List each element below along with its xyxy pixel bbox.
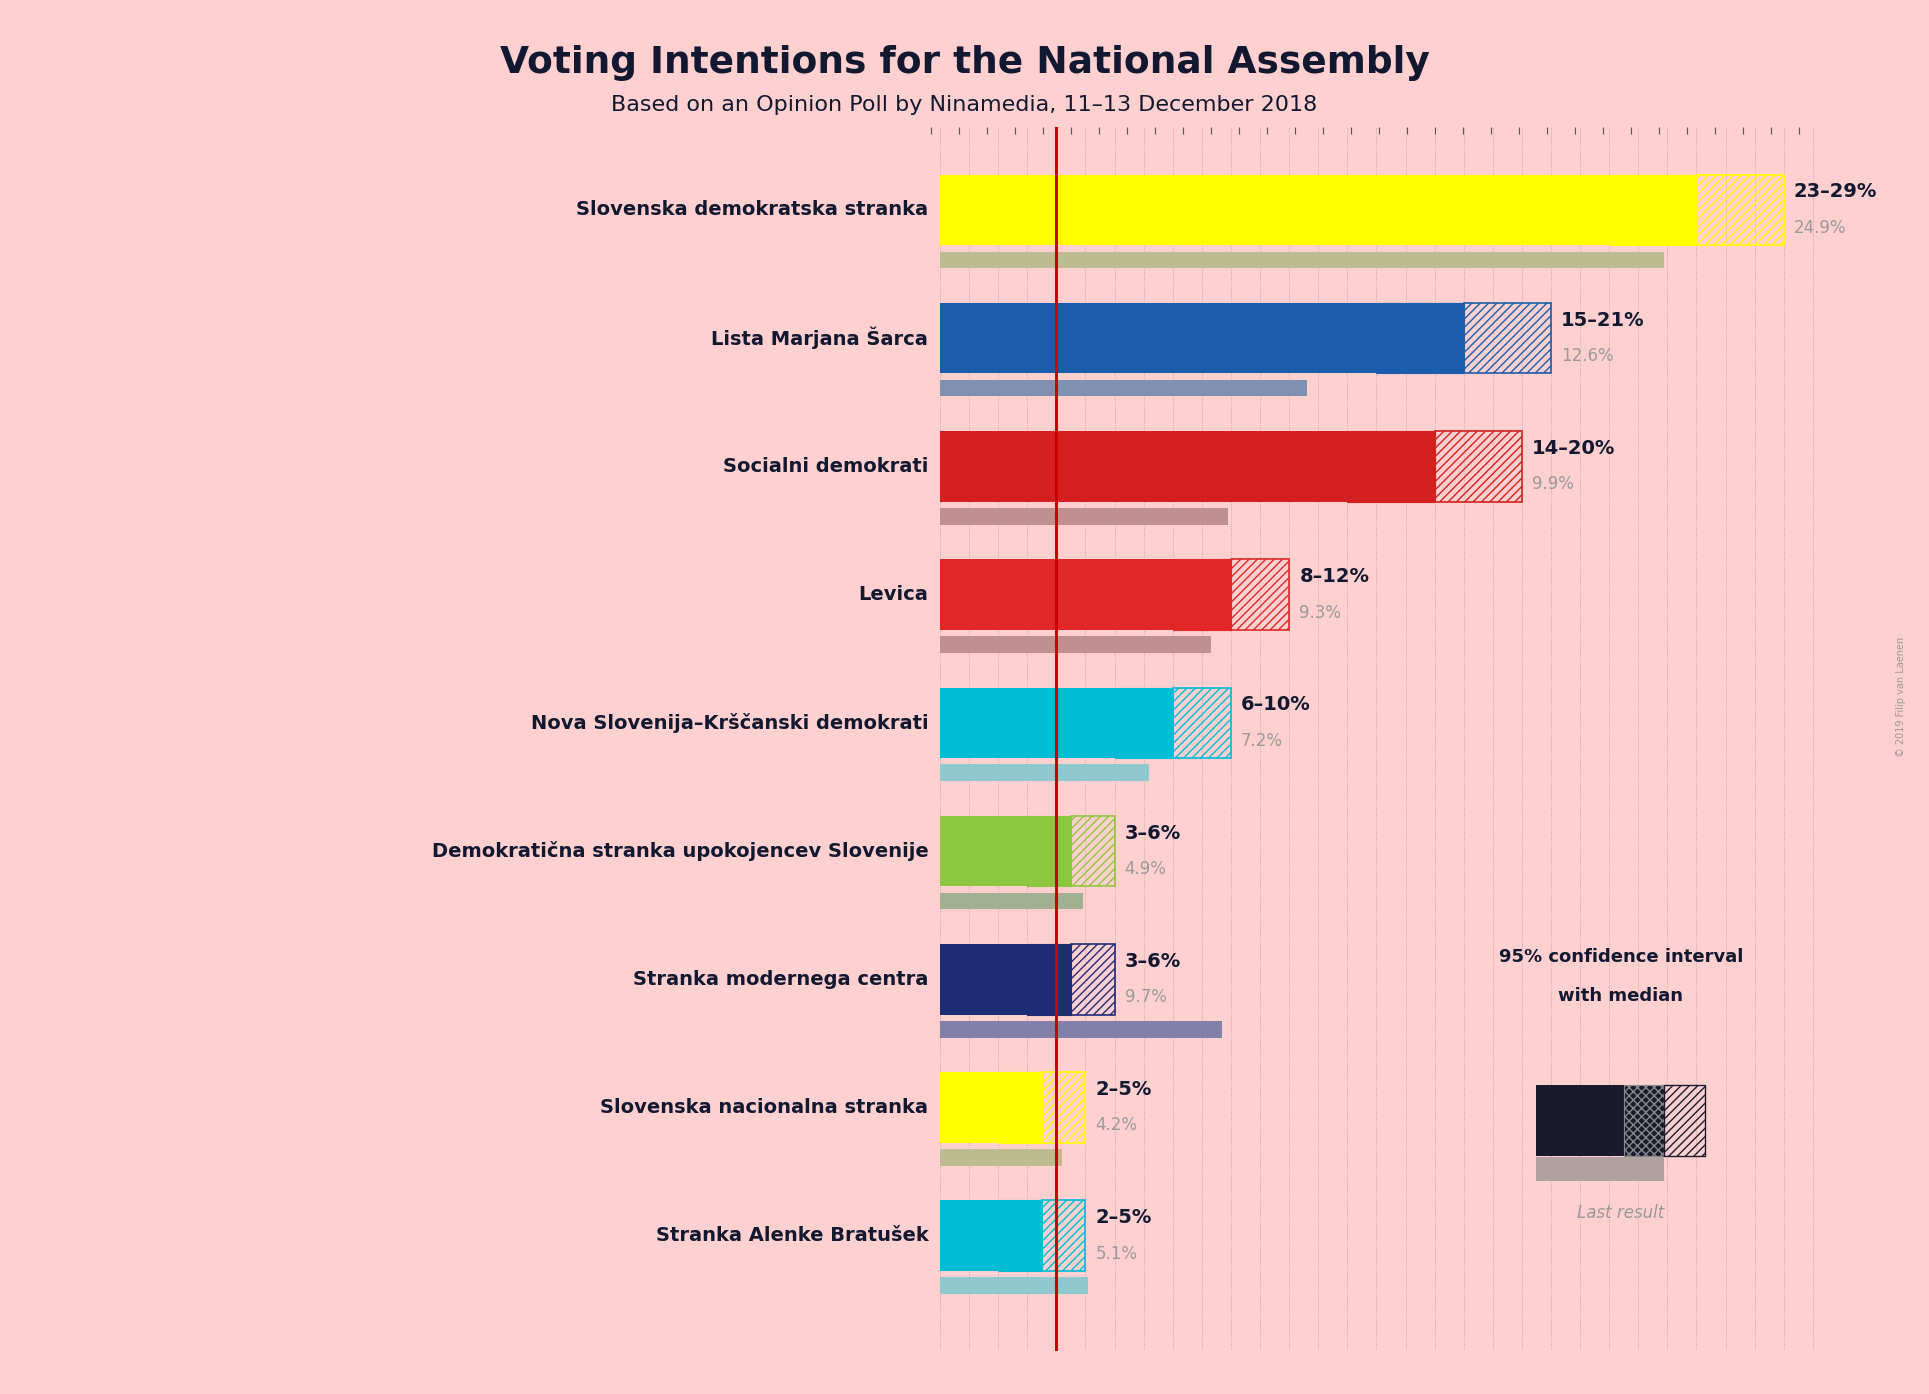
Bar	[939, 892, 1082, 909]
Bar	[1696, 174, 1784, 245]
Text: 2–5%: 2–5%	[1096, 1080, 1152, 1098]
Bar	[939, 815, 1028, 887]
Text: 4.9%: 4.9%	[1125, 860, 1167, 878]
Text: 7.2%: 7.2%	[1240, 732, 1283, 750]
Bar	[939, 1020, 1223, 1037]
Bar	[939, 559, 1173, 630]
Text: 8–12%: 8–12%	[1300, 567, 1370, 585]
Bar	[939, 507, 1229, 524]
Bar	[939, 944, 1028, 1015]
Bar	[1377, 302, 1464, 374]
Text: Levica: Levica	[858, 585, 928, 604]
Text: 9.7%: 9.7%	[1125, 988, 1167, 1006]
Text: Based on an Opinion Poll by Ninamedia, 11–13 December 2018: Based on an Opinion Poll by Ninamedia, 1…	[611, 95, 1318, 114]
Bar	[939, 636, 1211, 652]
Text: Lista Marjana Šarca: Lista Marjana Šarca	[712, 326, 928, 350]
Bar	[1435, 431, 1522, 502]
Text: 6–10%: 6–10%	[1240, 696, 1312, 714]
Text: 14–20%: 14–20%	[1532, 439, 1615, 457]
Bar	[939, 764, 1150, 781]
Bar	[1028, 815, 1071, 887]
Text: Demokratična stranka upokojencev Slovenije: Demokratična stranka upokojencev Sloveni…	[432, 841, 928, 861]
Text: Last result: Last result	[1578, 1203, 1665, 1221]
Text: 3–6%: 3–6%	[1125, 824, 1181, 842]
Text: 9.3%: 9.3%	[1300, 604, 1341, 622]
Bar	[1173, 687, 1231, 758]
Bar	[1042, 1072, 1086, 1143]
Text: Nova Slovenija–Krščanski demokrati: Nova Slovenija–Krščanski demokrati	[530, 712, 928, 733]
Bar	[1609, 174, 1696, 245]
Bar	[1042, 1200, 1086, 1271]
Text: with median: with median	[1559, 987, 1684, 1005]
Bar	[1231, 559, 1289, 630]
Text: 24.9%: 24.9%	[1794, 219, 1846, 237]
Bar	[1115, 687, 1173, 758]
Bar	[1665, 1085, 1705, 1156]
Bar	[939, 1277, 1088, 1294]
Bar	[1071, 944, 1115, 1015]
Bar	[997, 1072, 1042, 1143]
Bar	[1535, 1085, 1624, 1156]
Text: 95% confidence interval: 95% confidence interval	[1499, 948, 1744, 966]
Bar	[939, 1072, 997, 1143]
Bar	[1535, 1157, 1665, 1181]
Bar	[939, 687, 1115, 758]
Bar	[997, 1200, 1042, 1271]
Text: Socialni demokrati: Socialni demokrati	[723, 457, 928, 475]
Bar	[939, 1149, 1063, 1165]
Bar	[939, 1200, 997, 1271]
Text: 4.2%: 4.2%	[1096, 1117, 1138, 1135]
Text: 2–5%: 2–5%	[1096, 1209, 1152, 1227]
Text: Slovenska demokratska stranka: Slovenska demokratska stranka	[577, 201, 928, 219]
Text: 15–21%: 15–21%	[1561, 311, 1645, 329]
Bar	[1464, 302, 1551, 374]
Text: 3–6%: 3–6%	[1125, 952, 1181, 970]
Text: 12.6%: 12.6%	[1561, 347, 1615, 365]
Bar	[939, 379, 1306, 396]
Text: 9.9%: 9.9%	[1532, 475, 1574, 493]
Bar	[1071, 815, 1115, 887]
Text: Slovenska nacionalna stranka: Slovenska nacionalna stranka	[600, 1098, 928, 1117]
Bar	[939, 251, 1665, 268]
Text: Voting Intentions for the National Assembly: Voting Intentions for the National Assem…	[500, 45, 1429, 81]
Text: © 2019 Filip van Laenen: © 2019 Filip van Laenen	[1896, 637, 1906, 757]
Bar	[1173, 559, 1231, 630]
Text: Stranka Alenke Bratušek: Stranka Alenke Bratušek	[656, 1227, 928, 1245]
Text: 5.1%: 5.1%	[1096, 1245, 1138, 1263]
Bar	[1346, 431, 1435, 502]
Bar	[939, 431, 1346, 502]
Text: Stranka modernega centra: Stranka modernega centra	[633, 970, 928, 988]
Bar	[939, 174, 1609, 245]
Bar	[939, 302, 1377, 374]
Text: 23–29%: 23–29%	[1794, 183, 1877, 201]
Bar	[1624, 1085, 1665, 1156]
Bar	[1028, 944, 1071, 1015]
